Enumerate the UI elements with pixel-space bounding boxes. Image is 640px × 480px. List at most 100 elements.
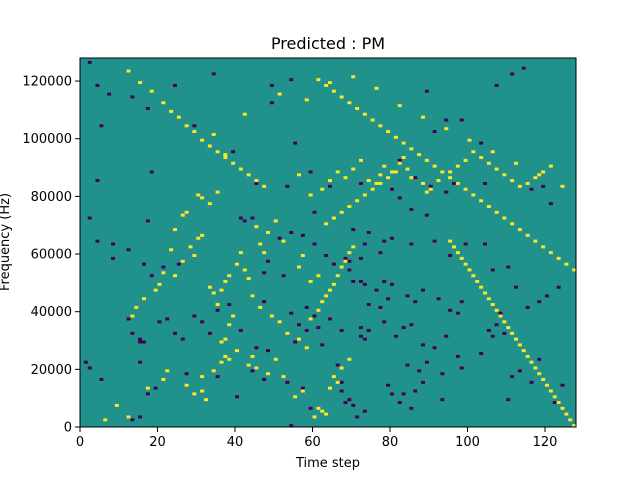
heatmap-cell-high <box>533 239 538 243</box>
heatmap-cell-low <box>359 326 363 330</box>
heatmap-cell-high <box>103 418 108 422</box>
heatmap-cell-high <box>300 254 305 258</box>
heatmap-cell-high <box>200 375 205 379</box>
heatmap-cell-high <box>242 268 247 272</box>
heatmap-cell-high <box>421 115 425 119</box>
heatmap-cell-high <box>467 268 472 272</box>
heatmap-cell-high <box>510 222 515 226</box>
heatmap-cell-low <box>277 236 282 240</box>
heatmap-cell-low <box>107 92 112 96</box>
heatmap-cell-high <box>351 245 356 249</box>
heatmap-cell-low <box>165 317 170 321</box>
heatmap-cell-high <box>347 357 352 361</box>
heatmap-cell-low <box>362 409 367 413</box>
heatmap-cell-low <box>541 184 546 188</box>
heatmap-cell-high <box>502 173 507 177</box>
heatmap-cell-high <box>409 176 414 180</box>
heatmap-cell-high <box>126 69 131 73</box>
heatmap-cell-low <box>463 242 468 246</box>
heatmap-cell-high <box>231 314 236 318</box>
heatmap-cell-high <box>331 282 336 286</box>
heatmap-cell-low <box>351 403 356 407</box>
heatmap-cell-high <box>556 256 561 260</box>
heatmap-cell-low <box>95 239 100 243</box>
heatmap-cell-high <box>452 245 456 249</box>
x-axis-label: Time step <box>295 456 360 471</box>
heatmap-cell-low <box>498 311 503 315</box>
heatmap-cell-low <box>312 314 317 318</box>
y-tick-label: 40000 <box>31 305 72 320</box>
heatmap-cell-low <box>238 328 243 332</box>
heatmap-cell-high <box>359 158 363 162</box>
heatmap-cell-high <box>335 380 340 384</box>
heatmap-cell-low <box>359 256 363 260</box>
y-tick-label: 0 <box>64 421 72 436</box>
heatmap-cell-high <box>541 170 546 174</box>
heatmap-cell-low <box>401 326 406 330</box>
heatmap-cell-high <box>273 357 278 361</box>
y-tick-label: 120000 <box>22 75 72 90</box>
heatmap-cell-low <box>545 294 549 298</box>
heatmap-cell-high <box>207 285 212 289</box>
heatmap-cell-low <box>390 392 394 396</box>
heatmap-cell-low <box>215 308 220 312</box>
heatmap-cell-high <box>374 181 379 185</box>
heatmap-cell-high <box>200 233 205 237</box>
heatmap-cell-high <box>494 210 499 214</box>
heatmap-cell-high <box>192 254 197 258</box>
heatmap-cell-high <box>560 406 565 410</box>
heatmap-cell-low <box>138 337 143 341</box>
heatmap-cell-high <box>510 331 515 335</box>
heatmap-cell-high <box>548 164 553 168</box>
heatmap-cell-high <box>180 213 185 217</box>
heatmap-cell-high <box>262 251 267 255</box>
heatmap-cell-high <box>254 366 259 370</box>
heatmap-cell-low <box>459 300 464 304</box>
heatmap-cell-high <box>161 377 166 381</box>
heatmap-cell-high <box>479 285 484 289</box>
heatmap-cell-high <box>537 173 542 177</box>
heatmap-cell-high <box>572 424 577 428</box>
heatmap-cell-low <box>444 190 449 194</box>
heatmap-cell-low <box>95 179 100 183</box>
heatmap-cell-low <box>304 305 309 309</box>
heatmap-cell-high <box>459 256 464 260</box>
x-tick-label: 60 <box>304 435 321 450</box>
heatmap-cell-low <box>289 230 294 234</box>
heatmap-cell-high <box>514 337 518 341</box>
heatmap-cell-low <box>153 386 158 390</box>
heatmap-cell-low <box>180 337 185 341</box>
heatmap-cell-high <box>316 308 321 312</box>
heatmap-cell-high <box>231 161 236 165</box>
heatmap-cell-high <box>328 288 332 292</box>
heatmap-cell-high <box>486 205 491 208</box>
heatmap-cell-high <box>207 202 212 206</box>
heatmap-cell-high <box>266 372 270 376</box>
heatmap-cell-high <box>312 415 317 419</box>
heatmap-cell-high <box>448 176 453 180</box>
heatmap-cell-low <box>444 334 449 338</box>
heatmap-cell-low <box>149 274 154 278</box>
heatmap-cell-high <box>227 357 232 361</box>
heatmap-cell-high <box>440 170 445 174</box>
heatmap-cell-low <box>242 219 247 223</box>
heatmap-cell-low <box>432 239 437 243</box>
heatmap-cell-low <box>211 72 216 76</box>
heatmap-cell-high <box>397 161 402 165</box>
heatmap-cell-low <box>366 328 371 332</box>
heatmap-cell-low <box>184 372 189 376</box>
heatmap-cell-low <box>254 181 259 185</box>
heatmap-cell-low <box>130 418 135 422</box>
heatmap-cell-high <box>351 167 356 171</box>
heatmap-cell-high <box>502 216 507 220</box>
heatmap-cell-low <box>405 294 410 298</box>
heatmap-cell-high <box>192 130 197 134</box>
heatmap-cell-low <box>494 323 499 327</box>
heatmap-cell-low <box>366 303 371 307</box>
heatmap-cell-high <box>572 268 577 272</box>
heatmap-cell-high <box>200 138 205 142</box>
heatmap-cell-high <box>494 308 499 312</box>
heatmap-cell-low <box>378 305 383 309</box>
heatmap-cell-low <box>320 343 325 347</box>
heatmap-cell-high <box>308 279 313 283</box>
